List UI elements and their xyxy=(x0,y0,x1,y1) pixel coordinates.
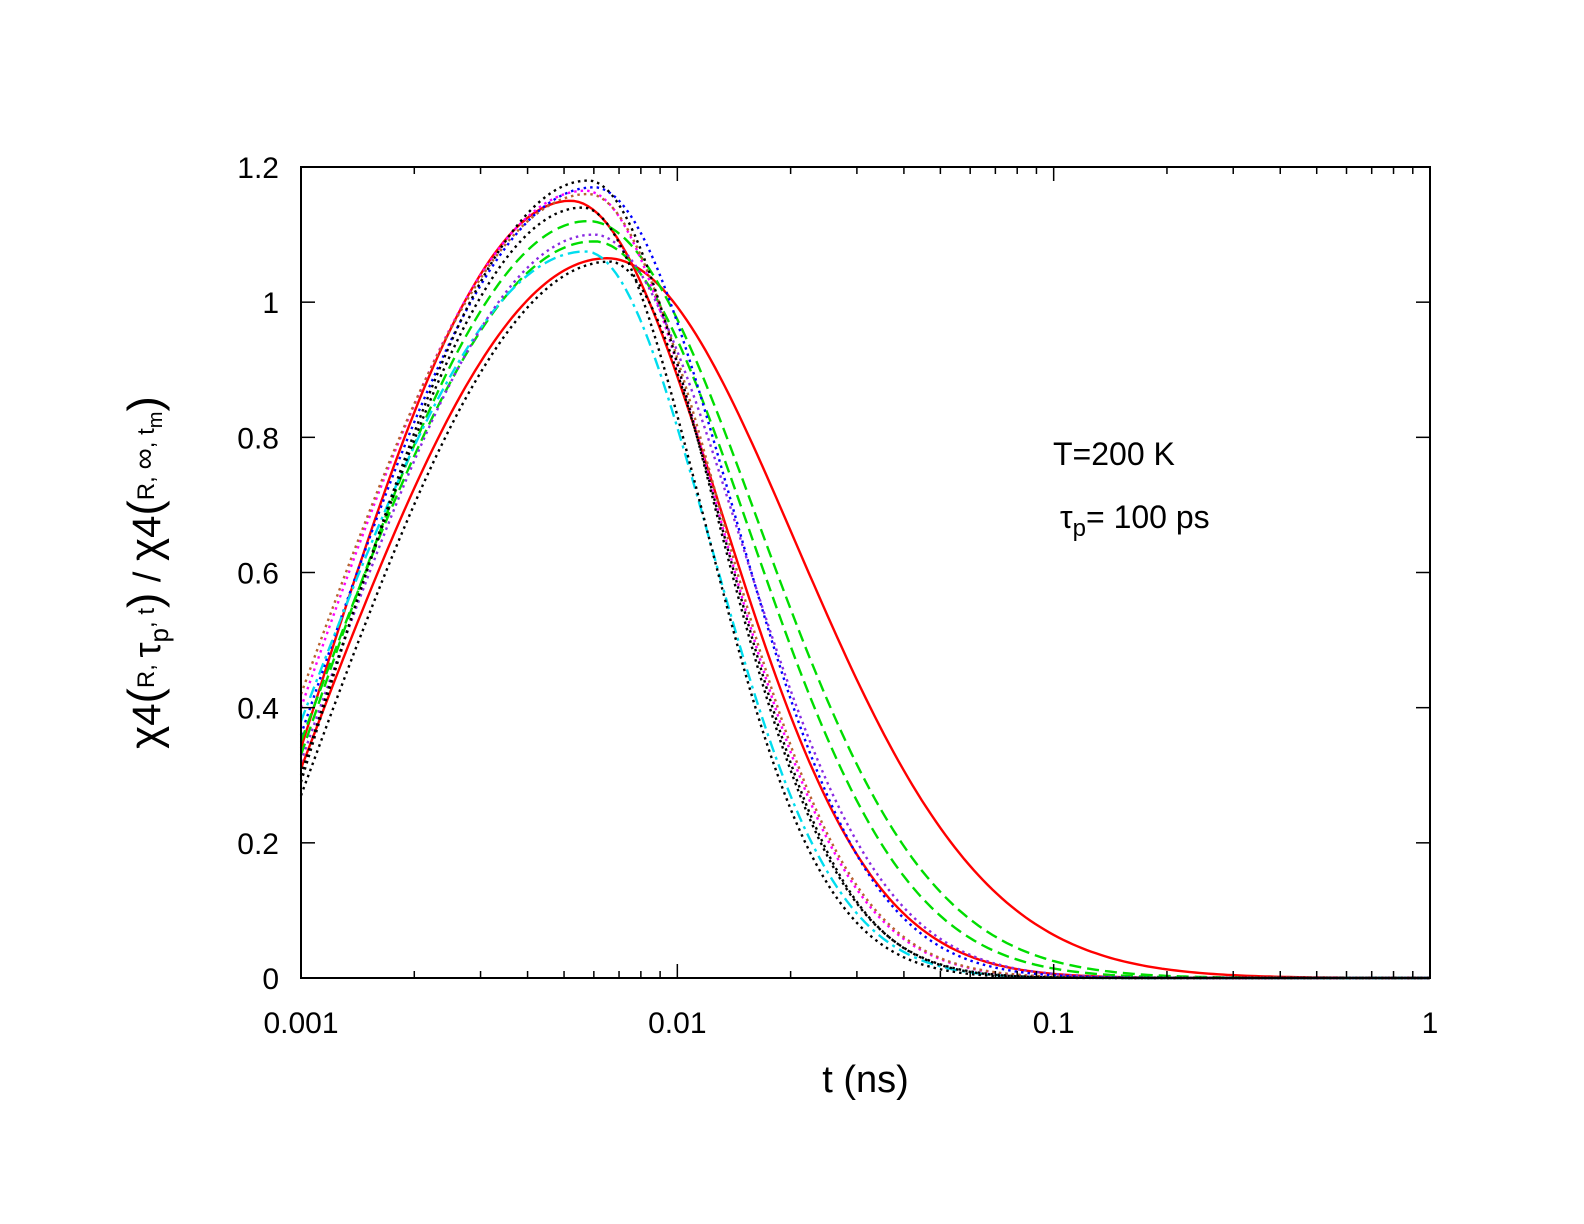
x-tick-label: 0.01 xyxy=(648,1007,706,1040)
y-tick-label: 0 xyxy=(262,963,279,996)
series-black-dotted-c xyxy=(299,206,1430,980)
series-brown-dotted xyxy=(299,192,1430,980)
series-red-solid-a xyxy=(299,256,1430,980)
series-blue-dotted xyxy=(299,186,1430,980)
ylabel-four: 4 xyxy=(125,703,169,725)
y-tick-label: 1 xyxy=(262,287,279,320)
x-axis-label: t (ns) xyxy=(822,1059,909,1101)
ylabel-num-tau: τ xyxy=(127,642,169,657)
ylabel-den-r: R, xyxy=(133,470,160,501)
ylabel-slash: / xyxy=(127,561,169,593)
x-tick-label: 0.001 xyxy=(263,1007,338,1040)
series-group xyxy=(299,179,1430,980)
annotation-temperature: T=200 K xyxy=(1053,436,1175,472)
ylabel-num-t: , t xyxy=(133,608,160,628)
y-tick-label: 0.8 xyxy=(237,422,279,455)
ylabel-den-sep: , t xyxy=(133,428,160,448)
y-tick-label: 0.4 xyxy=(237,693,279,726)
ylabel-den-inf: ∞ xyxy=(128,448,161,469)
x-tick-label: 0.1 xyxy=(1033,1007,1075,1040)
ylabel-open: ( xyxy=(118,687,170,703)
y-tick-label: 0.2 xyxy=(237,828,279,861)
y-tick-label: 1.2 xyxy=(237,152,279,185)
annot-tau: τ xyxy=(1060,499,1073,535)
annot-rest: = 100 ps xyxy=(1086,499,1210,535)
ylabel-close-a: ) xyxy=(118,593,170,608)
ylabel-chi: χ xyxy=(121,726,170,749)
ylabel-close-b: ) xyxy=(118,396,170,411)
plot-frame xyxy=(300,166,1431,979)
ylabel-den-m: m xyxy=(145,412,167,429)
ylabel-chi-den: χ xyxy=(121,538,170,561)
series-magenta-dotted xyxy=(299,189,1430,980)
y-tick-label: 0.6 xyxy=(237,558,279,591)
ylabel-four-den: 4 xyxy=(125,516,169,538)
series-green-dashed-a xyxy=(299,219,1430,980)
x-tick-label: 1 xyxy=(1422,1007,1439,1040)
ylabel-num-r: R, xyxy=(133,657,160,688)
y-axis-label: χ4(R, τp, t) / χ4(R, ∞, tm) xyxy=(118,396,174,749)
series-black-dotted-a xyxy=(299,179,1430,980)
annot-sub-p: p xyxy=(1073,515,1086,542)
ylabel-open-den: ( xyxy=(118,500,170,516)
ylabel-num-p: p xyxy=(144,628,174,642)
series-green-dashed-b xyxy=(299,240,1430,980)
annotation-tau-p: τp= 100 ps xyxy=(1060,499,1210,542)
series-cyan-dashdot xyxy=(299,250,1430,980)
tick-group: 0 0.2 0.4 0.6 0.8 1 1.2 0.001 0.01 0.1 1 xyxy=(237,152,1438,1040)
svg-text:χ4(R, τp, t) / χ4(R, ∞, tm): χ4(R, τp, t) / χ4(R, ∞, tm) xyxy=(118,396,174,749)
